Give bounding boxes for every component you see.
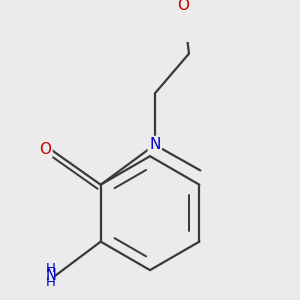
Text: N: N (45, 268, 56, 283)
Text: N: N (149, 137, 160, 152)
Text: O: O (39, 142, 51, 157)
Text: H: H (46, 276, 56, 290)
Text: O: O (177, 0, 189, 13)
Text: H: H (46, 262, 56, 275)
